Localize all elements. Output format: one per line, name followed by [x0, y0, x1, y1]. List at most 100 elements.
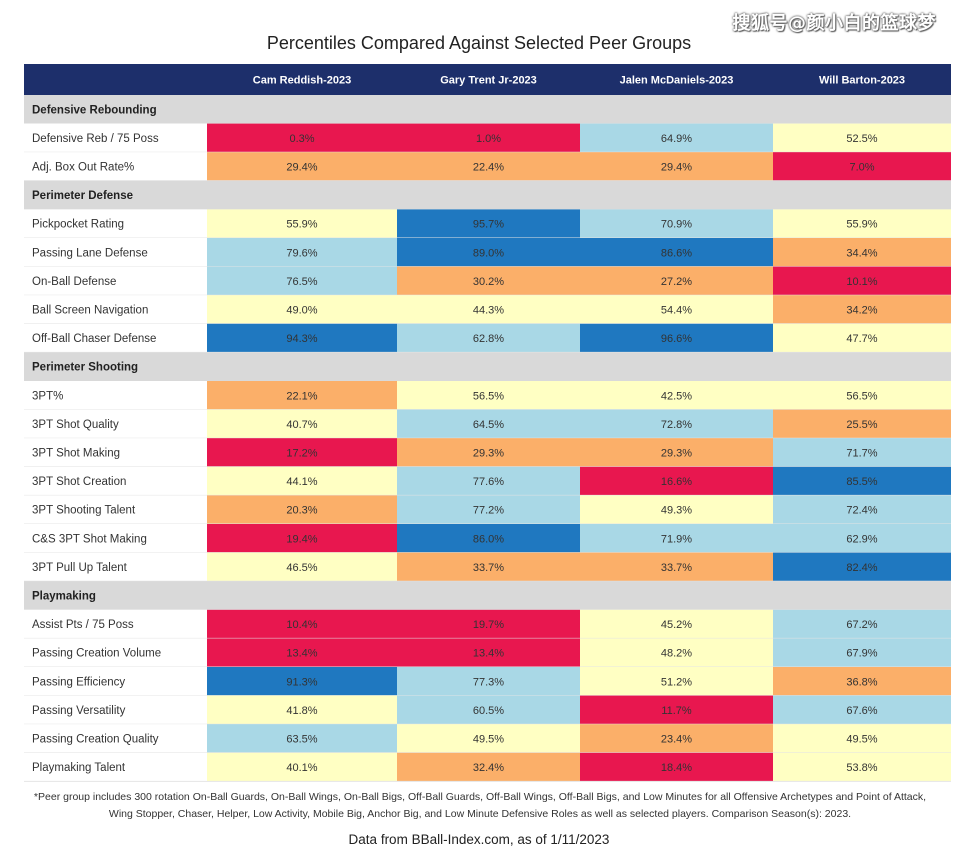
metric-cell — [24, 667, 207, 696]
value-label: 18.4% — [661, 762, 692, 774]
value-cell — [580, 409, 773, 439]
footnote: *Peer group includes 300 rotation On-Bal… — [24, 789, 936, 823]
metric-cell — [24, 266, 207, 296]
column-header-2: Gary Trent Jr-2023 — [440, 75, 537, 87]
value-label: 11.7% — [661, 705, 692, 717]
value-cell — [580, 152, 773, 181]
value-cell — [580, 638, 773, 667]
value-label: 44.1% — [286, 476, 317, 488]
value-cell — [207, 724, 397, 753]
value-cell — [207, 123, 397, 153]
value-label: 36.8% — [846, 676, 877, 688]
value-label: 55.9% — [286, 219, 317, 231]
value-label: 16.6% — [661, 476, 692, 488]
value-label: 71.9% — [661, 533, 692, 545]
value-cell — [580, 466, 773, 496]
value-cell — [773, 724, 951, 753]
metric-label: On-Ball Defense — [32, 276, 116, 288]
value-cell — [207, 295, 397, 324]
value-cell — [397, 524, 580, 553]
value-label: 55.9% — [846, 219, 877, 231]
metric-cell — [24, 552, 207, 582]
value-cell — [580, 209, 773, 238]
value-cell — [397, 552, 580, 582]
metric-label: Passing Creation Volume — [32, 648, 161, 660]
value-cell — [773, 524, 951, 553]
metric-label: 3PT Shot Quality — [32, 419, 119, 431]
value-label: 29.3% — [473, 448, 504, 460]
metric-cell — [24, 524, 207, 553]
value-cell — [773, 295, 951, 324]
value-cell — [207, 438, 397, 467]
value-label: 22.4% — [473, 162, 504, 174]
value-cell — [207, 609, 397, 639]
value-label: 40.1% — [286, 762, 317, 774]
value-label: 54.4% — [661, 305, 692, 317]
column-header-4: Will Barton-2023 — [819, 75, 905, 87]
value-label: 77.3% — [473, 676, 504, 688]
value-cell — [773, 409, 951, 439]
value-cell — [773, 438, 951, 467]
section-title: Playmaking — [32, 591, 96, 603]
value-cell — [773, 123, 951, 153]
value-label: 95.7% — [473, 219, 504, 231]
value-label: 63.5% — [286, 734, 317, 746]
value-label: 34.4% — [846, 247, 877, 259]
metric-label: Ball Screen Navigation — [32, 305, 148, 317]
value-cell — [397, 209, 580, 238]
value-label: 86.6% — [661, 247, 692, 259]
value-label: 10.4% — [286, 619, 317, 631]
chart-title: Percentiles Compared Against Selected Pe… — [266, 33, 692, 53]
value-cell — [580, 552, 773, 582]
value-cell — [773, 495, 951, 524]
section-title: Perimeter Defense — [32, 190, 133, 202]
value-label: 77.2% — [473, 505, 504, 517]
value-label: 60.5% — [473, 705, 504, 717]
section-title: Defensive Rebounding — [32, 104, 157, 116]
value-cell — [773, 667, 951, 696]
value-cell — [397, 266, 580, 296]
metric-label: Passing Versatility — [32, 705, 126, 717]
value-label: 13.4% — [473, 648, 504, 660]
value-cell — [397, 667, 580, 696]
value-label: 72.8% — [661, 419, 692, 431]
value-label: 34.2% — [846, 305, 877, 317]
metric-cell — [24, 495, 207, 524]
value-cell — [773, 609, 951, 639]
value-cell — [580, 266, 773, 296]
value-label: 49.5% — [846, 734, 877, 746]
value-label: 82.4% — [846, 562, 877, 574]
metric-cell — [24, 381, 207, 410]
value-cell — [397, 495, 580, 524]
value-cell — [580, 295, 773, 324]
value-label: 10.1% — [846, 276, 877, 288]
metric-cell — [24, 323, 207, 353]
value-cell — [773, 152, 951, 181]
value-cell — [773, 552, 951, 582]
metric-label: 3PT Pull Up Talent — [32, 562, 128, 574]
value-cell — [397, 695, 580, 725]
footnote-line-1: *Peer group includes 300 rotation On-Bal… — [33, 791, 927, 803]
value-cell — [397, 409, 580, 439]
value-label: 49.5% — [473, 734, 504, 746]
value-cell — [580, 238, 773, 267]
metric-cell — [24, 152, 207, 181]
header-row — [24, 64, 951, 95]
value-label: 79.6% — [286, 247, 317, 259]
value-label: 85.5% — [846, 476, 877, 488]
value-label: 64.5% — [473, 419, 504, 431]
footnote-line-2: Wing Stopper, Chaser, Helper, Low Activi… — [108, 808, 852, 820]
value-cell — [773, 381, 951, 410]
section-row — [24, 352, 951, 381]
value-cell — [397, 295, 580, 324]
value-label: 86.0% — [473, 533, 504, 545]
value-cell — [580, 123, 773, 153]
metric-label: 3PT Shooting Talent — [32, 505, 136, 517]
value-label: 1.0% — [476, 133, 501, 145]
value-label: 46.5% — [286, 562, 317, 574]
value-label: 48.2% — [661, 648, 692, 660]
value-label: 29.4% — [286, 162, 317, 174]
metric-label: Defensive Reb / 75 Poss — [32, 133, 159, 145]
metric-label: Off-Ball Chaser Defense — [32, 333, 156, 345]
value-label: 23.4% — [661, 734, 692, 746]
